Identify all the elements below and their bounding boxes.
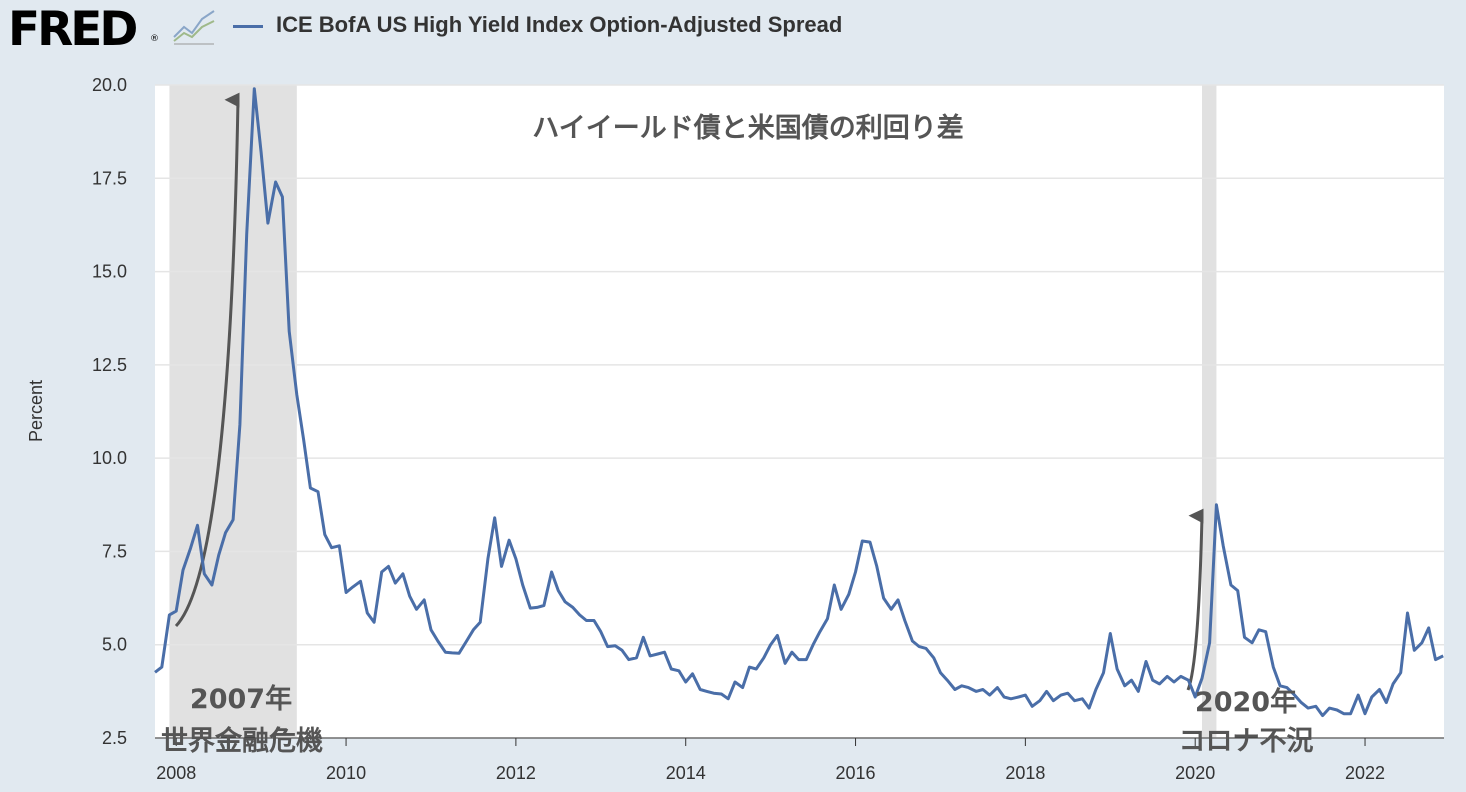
x-tick-label: 2018 xyxy=(1005,763,1045,783)
gfc-arrow xyxy=(174,92,240,628)
annotation-covid-label: コロナ不況 xyxy=(1179,726,1314,757)
annotation-gfc-year: 2007年 xyxy=(190,683,292,715)
x-tick-label: 2016 xyxy=(836,763,876,783)
y-tick-label: 15.0 xyxy=(92,262,127,282)
annotation-arrows xyxy=(174,92,1204,691)
x-tick-label: 2010 xyxy=(326,763,366,783)
x-axis-ticks: 2008 2010 2012 2014 2016 2018 2020 2022 xyxy=(155,737,1444,783)
chart-header: FRED ® ICE BofA US High Yield Index Opti… xyxy=(0,0,1466,57)
registered-mark: ® xyxy=(150,34,159,44)
y-tick-label: 20.0 xyxy=(92,75,127,95)
plot-background xyxy=(155,85,1444,738)
y-axis-ticks: 2.5 5.0 7.5 10.0 12.5 15.0 17.5 20.0 xyxy=(92,75,127,748)
annotation-covid-year: 2020年 xyxy=(1195,686,1297,718)
x-tick-label: 2020 xyxy=(1175,763,1215,783)
series-line[interactable] xyxy=(154,87,1444,718)
x-tick-label: 2014 xyxy=(666,763,706,783)
y-tick-label: 10.0 xyxy=(92,448,127,468)
y-tick-label: 2.5 xyxy=(102,728,127,748)
legend-label[interactable]: ICE BofA US High Yield Index Option-Adju… xyxy=(276,12,843,37)
annotation-title: ハイイールド債と米国債の利回り差 xyxy=(532,112,963,144)
y-tick-label: 7.5 xyxy=(102,541,127,561)
legend-swatch xyxy=(233,25,263,28)
recession-band-0 xyxy=(169,85,297,738)
y-tick-label: 5.0 xyxy=(102,635,127,655)
x-tick-label: 2022 xyxy=(1345,763,1385,783)
covid-arrow xyxy=(1186,508,1204,691)
line-chart-icon xyxy=(173,10,215,45)
x-tick-label: 2012 xyxy=(496,763,536,783)
y-tick-label: 12.5 xyxy=(92,355,127,375)
annotation-gfc-label: 世界金融危機 xyxy=(161,725,323,757)
recession-bands xyxy=(169,85,1217,738)
x-tick-label: 2008 xyxy=(156,763,196,783)
fred-logo[interactable]: FRED xyxy=(8,2,138,57)
y-tick-label: 17.5 xyxy=(92,168,127,188)
y-axis-label: Percent xyxy=(26,380,46,442)
